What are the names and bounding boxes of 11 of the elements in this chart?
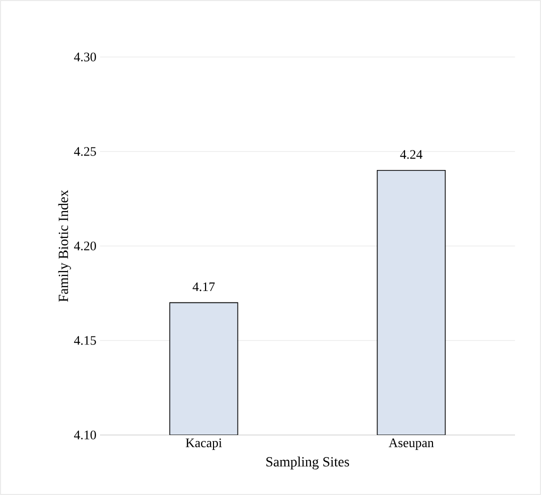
x-tick-label: Aseupan [388, 438, 434, 450]
y-tick-label: 4.15 [74, 336, 96, 345]
y-tick-label: 4.30 [74, 52, 96, 62]
y-tick-label: 4.10 [74, 430, 96, 440]
y-tick-label: 4.25 [74, 147, 96, 156]
x-axis-title: Sampling Sites [266, 456, 350, 470]
data-label: 4.24 [400, 150, 422, 159]
y-tick-label: 4.20 [74, 242, 96, 250]
data-label: 4.17 [192, 282, 215, 292]
y-axis-title: Family Biotic Index [58, 190, 71, 302]
x-tick-label: Kacapi [186, 438, 222, 450]
